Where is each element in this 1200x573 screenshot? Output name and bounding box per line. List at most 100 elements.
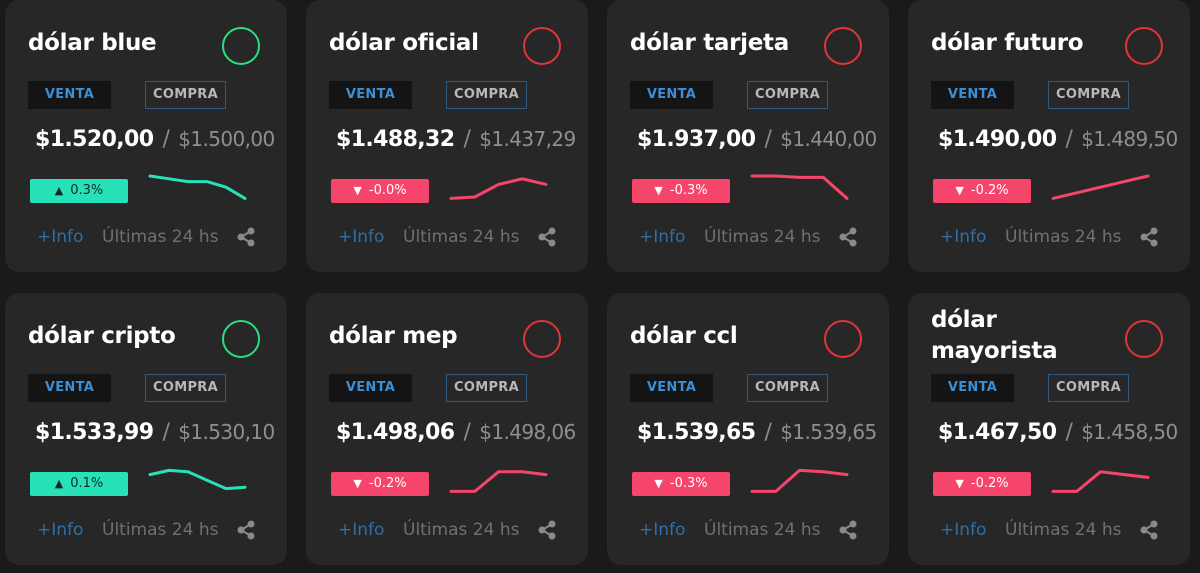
venta-tab[interactable]: VENTA xyxy=(630,81,713,109)
buy-price: $1.498,06 xyxy=(479,420,576,444)
sell-price: $1.520,00 xyxy=(35,127,154,152)
dollar-card-3: dólar tarjeta VENTA COMPRA $1.937,00 / $1.… xyxy=(607,0,889,272)
price-separator: / xyxy=(463,420,471,445)
price-row: $1.533,99 / $1.530,10 xyxy=(35,417,275,448)
trend-arrow-icon: ▲ xyxy=(54,477,64,490)
change-badge: ▼ -0.2% xyxy=(933,472,1031,496)
period-label: Últimas 24 hs xyxy=(704,520,821,540)
dollar-card-7: dólar ccl VENTA COMPRA $1.539,65/$1.539,… xyxy=(607,293,889,565)
sparkline-chart xyxy=(750,174,849,200)
trend-arrow-icon: ▼ xyxy=(955,477,964,490)
compra-tab[interactable]: COMPRA xyxy=(1048,374,1129,402)
card-title: dólar mep xyxy=(329,323,458,349)
sparkline-chart xyxy=(449,177,548,200)
compra-tab[interactable]: COMPRA xyxy=(446,374,527,402)
more-info-link[interactable]: +Info xyxy=(338,227,385,247)
sparkline-chart xyxy=(750,468,849,493)
change-badge: ▼ -0.2% xyxy=(331,472,429,496)
venta-tab[interactable]: VENTA xyxy=(329,374,412,402)
sparkline-chart xyxy=(1051,174,1150,200)
venta-tab[interactable]: VENTA xyxy=(28,81,111,109)
buy-price: $1.440,00 xyxy=(780,127,877,151)
more-info-link[interactable]: +Info xyxy=(639,227,686,247)
sell-price: $1.467,50 xyxy=(938,420,1057,445)
trend-arrow-icon: ▼ xyxy=(955,184,964,197)
sell-price: $1.533,99 xyxy=(35,420,154,445)
sparkline-line xyxy=(449,470,548,493)
venta-tab[interactable]: VENTA xyxy=(931,81,1014,109)
compra-tab[interactable]: COMPRA xyxy=(446,81,527,109)
compra-tab[interactable]: COMPRA xyxy=(1048,81,1129,109)
share-icon[interactable] xyxy=(537,227,557,247)
more-info-link[interactable]: +Info xyxy=(639,520,686,540)
sell-price: $1.539,65 xyxy=(637,420,756,445)
sell-price: $1.488,32 xyxy=(336,127,455,152)
buy-price: $1.530,10 xyxy=(178,420,275,444)
period-label: Últimas 24 hs xyxy=(403,520,520,540)
more-info-link[interactable]: +Info xyxy=(37,520,84,540)
sparkline-chart xyxy=(449,470,548,493)
venta-tab[interactable]: VENTA xyxy=(630,374,713,402)
more-info-link[interactable]: +Info xyxy=(338,520,385,540)
status-indicator-icon xyxy=(222,27,260,65)
compra-tab[interactable]: COMPRA xyxy=(747,81,828,109)
change-value: -0.2% xyxy=(970,183,1009,198)
period-label: Últimas 24 hs xyxy=(403,227,520,247)
period-label: Últimas 24 hs xyxy=(1005,520,1122,540)
share-icon[interactable] xyxy=(838,520,858,540)
compra-tab[interactable]: COMPRA xyxy=(145,81,226,109)
price-row: $1.467,50 / $1.458,50 xyxy=(938,417,1178,448)
change-badge: ▼ -0.2% xyxy=(933,179,1031,203)
change-value: -0.3% xyxy=(669,183,708,198)
change-value: -0.3% xyxy=(669,476,708,491)
card-title: dólar cripto xyxy=(28,323,176,349)
price-separator: / xyxy=(764,127,772,152)
compra-tab[interactable]: COMPRA xyxy=(145,374,226,402)
buy-price: $1.458,50 xyxy=(1081,420,1178,444)
sparkline-line xyxy=(148,468,247,491)
price-separator: / xyxy=(1065,127,1073,152)
sell-price: $1.498,06 xyxy=(336,420,455,445)
card-title: dólar oficial xyxy=(329,30,479,56)
venta-tab[interactable]: VENTA xyxy=(329,81,412,109)
share-icon[interactable] xyxy=(1139,520,1159,540)
more-info-link[interactable]: +Info xyxy=(940,520,987,540)
sparkline-line xyxy=(1051,174,1150,200)
share-icon[interactable] xyxy=(1139,227,1159,247)
sell-price: $1.937,00 xyxy=(637,127,756,152)
sparkline-line xyxy=(750,468,849,493)
card-title: dólar blue xyxy=(28,30,157,56)
trend-arrow-icon: ▼ xyxy=(353,184,362,197)
card-title: dólar tarjeta xyxy=(630,30,789,56)
trend-arrow-icon: ▲ xyxy=(54,184,64,197)
status-indicator-icon xyxy=(1125,27,1163,65)
change-badge: ▼ -0.0% xyxy=(331,179,429,203)
share-icon[interactable] xyxy=(236,227,256,247)
share-icon[interactable] xyxy=(537,520,557,540)
sell-price: $1.490,00 xyxy=(938,127,1057,152)
change-badge: ▼ -0.3% xyxy=(632,179,730,203)
more-info-link[interactable]: +Info xyxy=(940,227,987,247)
sparkline-line xyxy=(148,174,247,200)
price-separator: / xyxy=(764,420,772,445)
sparkline-chart xyxy=(148,468,247,491)
price-separator: / xyxy=(162,420,170,445)
sparkline-chart xyxy=(148,174,247,200)
period-label: Últimas 24 hs xyxy=(102,227,219,247)
buy-price: $1.489,50 xyxy=(1081,127,1178,151)
share-icon[interactable] xyxy=(838,227,858,247)
more-info-link[interactable]: +Info xyxy=(37,227,84,247)
venta-tab[interactable]: VENTA xyxy=(931,374,1014,402)
dollar-card-1: dólar blue VENTA COMPRA $1.520,00 / $1.500… xyxy=(5,0,287,272)
dollar-card-4: dólar futuro VENTA COMPRA $1.490,00/$1.4… xyxy=(908,0,1190,272)
dollar-card-6: dólar mep VENTA COMPRA $1.498,06 / $1.498,… xyxy=(306,293,588,565)
compra-tab[interactable]: COMPRA xyxy=(747,374,828,402)
status-indicator-icon xyxy=(523,27,561,65)
sparkline-line xyxy=(750,174,849,200)
price-row: $1.520,00 / $1.500,00 xyxy=(35,124,275,155)
trend-arrow-icon: ▼ xyxy=(654,477,663,490)
change-badge: ▼ -0.3% xyxy=(632,472,730,496)
price-row: $1.539,65 / $1.539,65 xyxy=(637,417,877,448)
share-icon[interactable] xyxy=(236,520,256,540)
venta-tab[interactable]: VENTA xyxy=(28,374,111,402)
